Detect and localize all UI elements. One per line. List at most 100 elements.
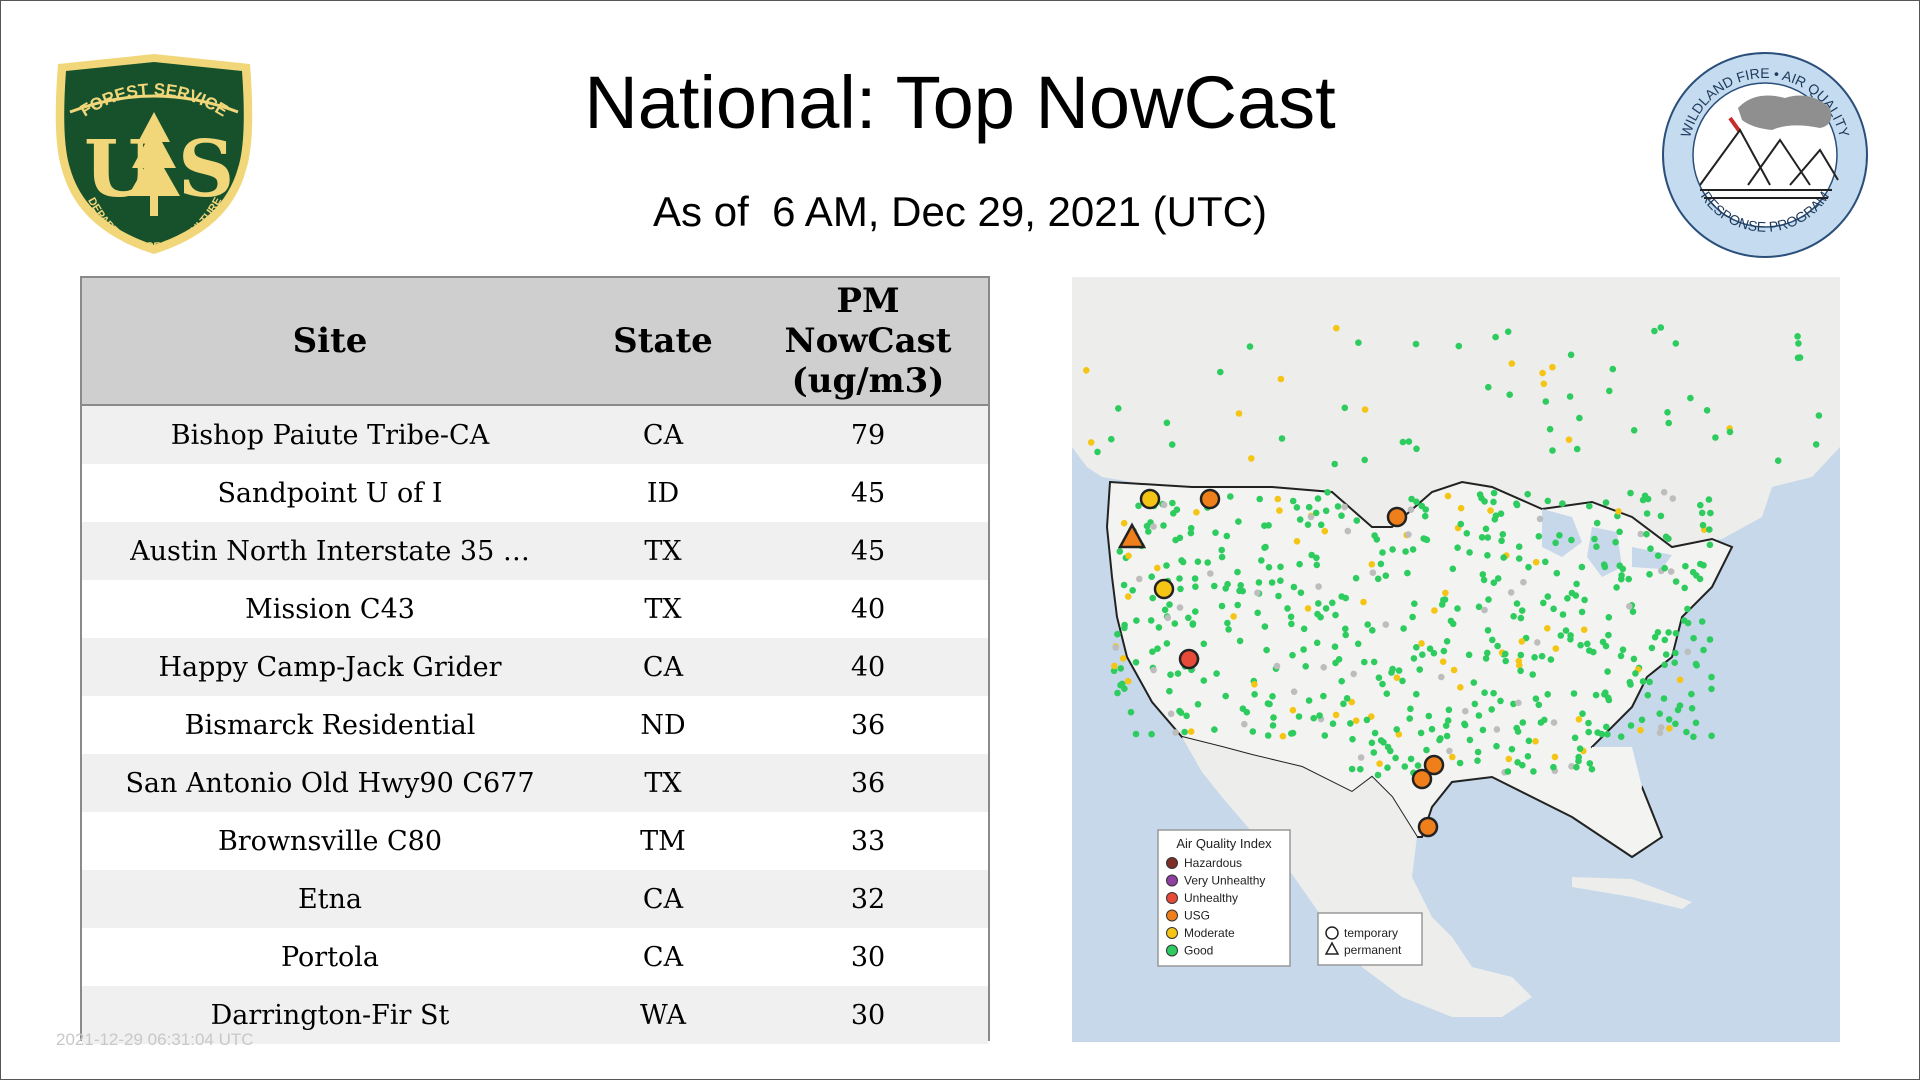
- sensor-dot: [1443, 638, 1451, 645]
- smoke-icon: [1738, 95, 1832, 130]
- sensor-dot: [1478, 534, 1486, 541]
- sensor-dot: [1154, 645, 1161, 652]
- legend-label: Good: [1184, 944, 1213, 958]
- sensor-dot: [1218, 602, 1226, 610]
- type-legend-temporary: temporary: [1344, 926, 1398, 940]
- sensor-dot: [1413, 690, 1420, 698]
- header-pm-line1: PM: [836, 281, 900, 321]
- sensor-dot: [1615, 508, 1622, 515]
- sensor-dot: [1379, 549, 1386, 556]
- sensor-dot: [1235, 410, 1243, 417]
- sensor-dot: [1369, 627, 1376, 634]
- sensor-dot: [1699, 521, 1707, 529]
- sensor-dot: [1479, 571, 1487, 578]
- sensor-dot: [1639, 678, 1647, 685]
- sensor-dot: [1322, 605, 1330, 612]
- sensor-dot: [1395, 667, 1403, 674]
- cell-state: CA: [578, 928, 748, 986]
- sensor-dot: [1251, 681, 1258, 688]
- sensor-dot: [1450, 666, 1458, 674]
- sensor-dot: [1332, 711, 1340, 719]
- sensor-dot: [1696, 575, 1704, 583]
- sensor-dot: [1627, 489, 1634, 497]
- sensor-dot: [1308, 551, 1315, 559]
- sensor-dot: [1161, 606, 1169, 614]
- sensor-dot: [1402, 548, 1409, 555]
- sensor-dot: [1289, 706, 1297, 714]
- sensor-dot: [1178, 557, 1185, 564]
- sensor-dot: [1194, 701, 1202, 708]
- sensor-dot: [1423, 746, 1430, 754]
- sensor-dot: [1117, 665, 1125, 672]
- sensor-dot: [1120, 519, 1128, 527]
- sensor-dot: [1160, 501, 1168, 509]
- sensor-dot: [1551, 753, 1559, 761]
- sensor-dot: [1284, 605, 1291, 612]
- sensor-dot: [1601, 563, 1609, 571]
- sensor-dot: [1290, 583, 1298, 591]
- sensor-dot: [1332, 611, 1339, 619]
- sensor-dot: [1254, 589, 1261, 597]
- sensor-dot: [1334, 503, 1342, 510]
- sensor-dot: [1576, 745, 1584, 752]
- sensor-dot: [1536, 515, 1544, 523]
- sensor-dot: [1154, 564, 1161, 572]
- sensor-dot: [1377, 560, 1385, 568]
- sensor-dot: [1167, 710, 1175, 718]
- sensor-dot: [1304, 605, 1312, 612]
- sensor-dot: [1384, 743, 1392, 751]
- aqi-legend-title: Air Quality Index: [1176, 836, 1272, 851]
- sensor-dot: [1212, 529, 1219, 536]
- map-mexico: [1182, 737, 1532, 1017]
- sensor-dot: [1646, 571, 1653, 578]
- sensor-dot: [1315, 600, 1322, 607]
- table-row: San Antonio Old Hwy90 C677 TX 36: [82, 754, 988, 812]
- sensor-dot: [1461, 720, 1468, 728]
- sensor-dot: [1585, 719, 1592, 727]
- sensor-dot: [1287, 613, 1295, 621]
- sensor-dot: [1314, 495, 1322, 502]
- sensor-dot: [1504, 328, 1512, 335]
- sensor-dot: [1692, 719, 1700, 727]
- sensor-dot: [1517, 651, 1525, 659]
- sensor-dot: [1225, 626, 1232, 633]
- sensor-dot: [1371, 729, 1379, 737]
- sensor-dot: [1657, 324, 1665, 331]
- sensor-dot: [1593, 543, 1600, 550]
- sensor-dot: [1532, 558, 1540, 566]
- sensor-dot: [1445, 706, 1453, 714]
- sensor-dot: [1393, 674, 1401, 681]
- legend-swatch: [1166, 857, 1178, 869]
- sensor-dot: [1665, 419, 1672, 427]
- sensor-dot: [1373, 536, 1381, 543]
- sensor-dot: [1343, 695, 1351, 702]
- sensor-dot: [1444, 717, 1452, 724]
- sensor-dot: [1661, 564, 1668, 572]
- sensor-dot: [1567, 351, 1575, 359]
- sensor-dot: [1320, 664, 1327, 671]
- sensor-dot: [1549, 363, 1556, 371]
- sensor-dot: [1656, 710, 1663, 717]
- sensor-dot: [1484, 627, 1492, 634]
- marker-usg: [1417, 816, 1439, 838]
- sensor-dot: [1571, 734, 1579, 742]
- sensor-dot: [1672, 649, 1679, 657]
- header-pm-line2: NowCast: [784, 321, 952, 361]
- page-subtitle: As of 6 AM, Dec 29, 2021 (UTC): [653, 188, 1267, 235]
- sensor-dot: [1629, 608, 1637, 615]
- sensor-dot: [1575, 716, 1583, 723]
- sensor-dot: [1340, 700, 1347, 708]
- sensor-dot: [1399, 438, 1407, 446]
- sensor-dot: [1480, 576, 1488, 584]
- sensor-dot: [1657, 512, 1665, 520]
- sensor-dot: [1374, 575, 1382, 583]
- sensor-dot: [1108, 435, 1115, 443]
- sensor-dot: [1604, 668, 1611, 675]
- wildland-fire-air-quality-logo: WILDLAND FIRE • AIR QUALITY RESPONSE PRO…: [1662, 52, 1868, 258]
- sensor-dot: [1234, 568, 1241, 576]
- sensor-dot: [1112, 644, 1119, 651]
- sensor-dot: [1490, 498, 1497, 506]
- sensor-dot: [1439, 658, 1447, 665]
- sensor-dot: [1264, 732, 1272, 739]
- sensor-dot: [1684, 605, 1691, 613]
